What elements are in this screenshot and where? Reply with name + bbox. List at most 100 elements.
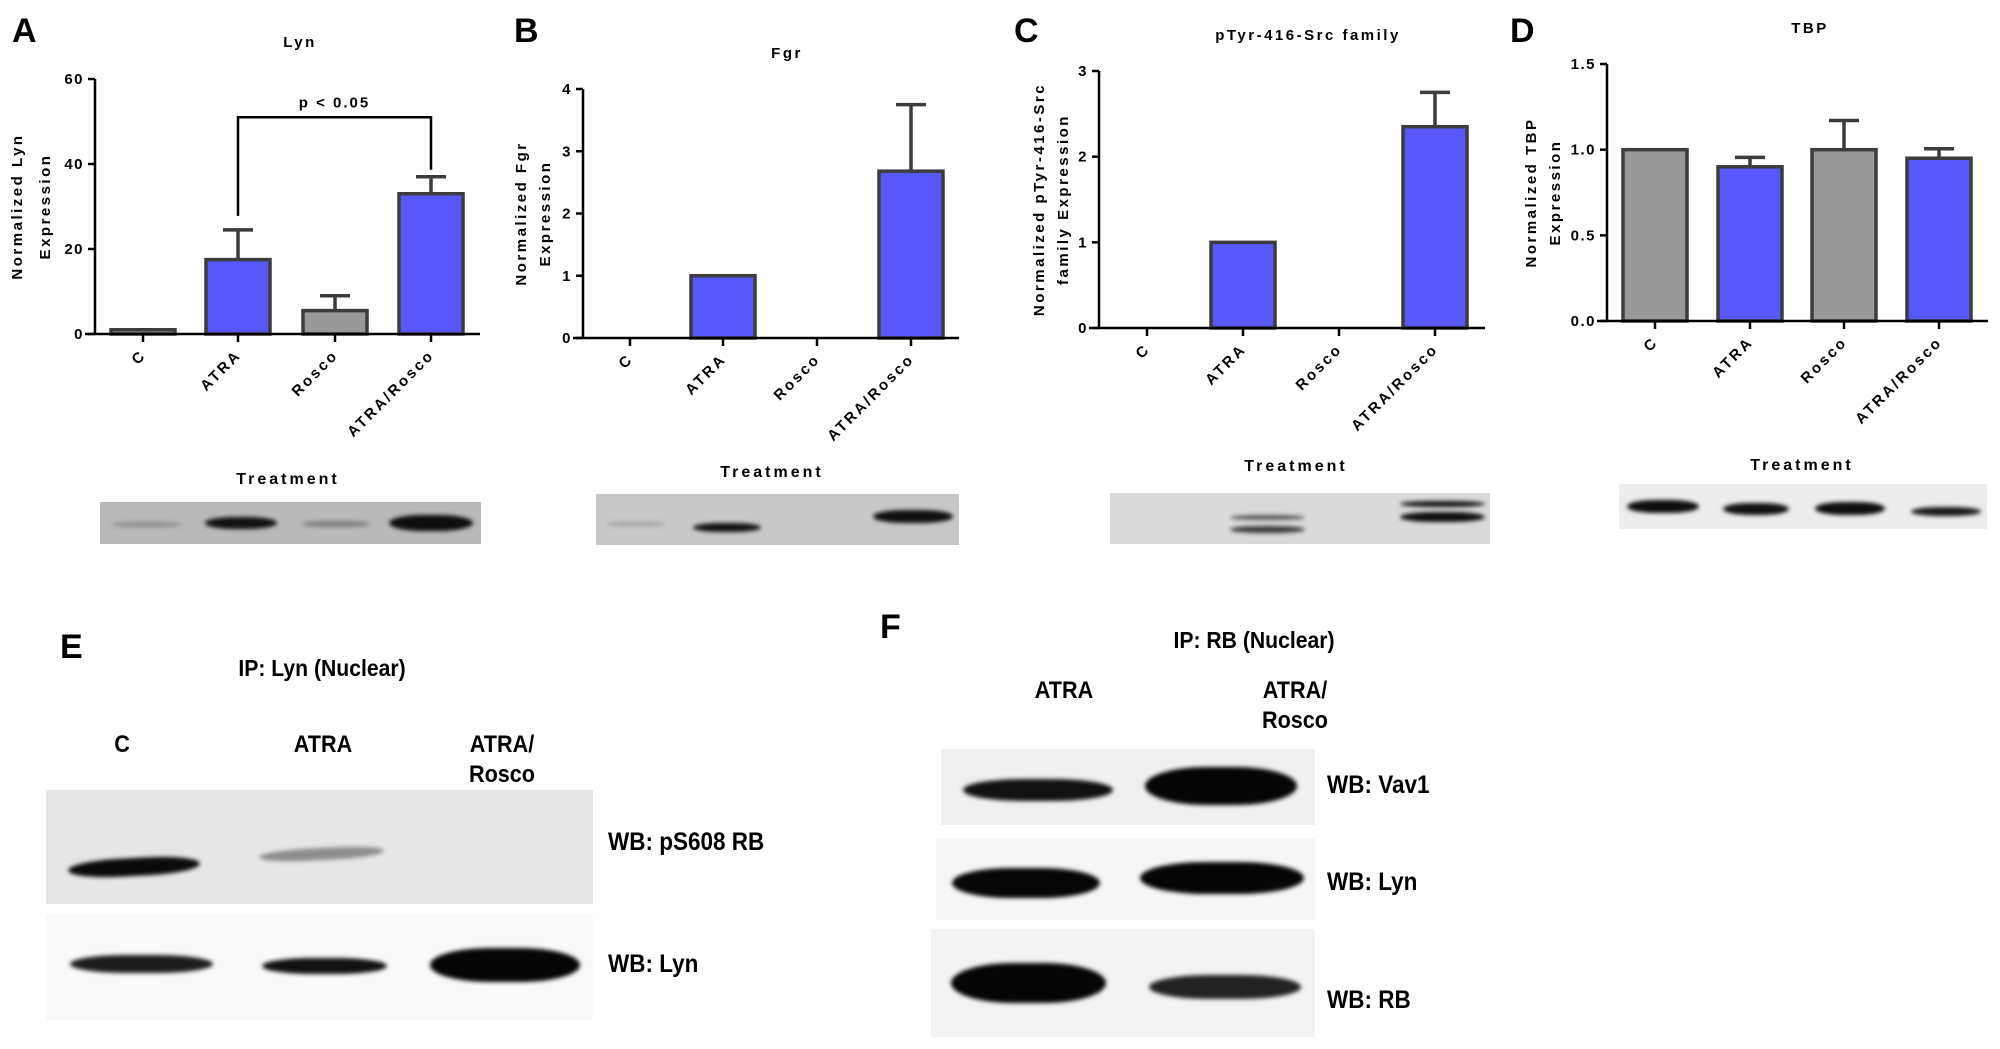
x-tick-label: ATRA/Rosco: [1348, 341, 1442, 435]
y-axis-label: Normalized TBP: [1523, 117, 1540, 267]
x-tick-label: C: [1640, 334, 1661, 355]
x-tick-label: ATRA: [1202, 341, 1250, 389]
panel-f-title: IP: RB (Nuclear): [1173, 627, 1335, 653]
blot-band: [1815, 502, 1885, 515]
blot-band: [1230, 526, 1305, 533]
y-tick-label: 0: [74, 326, 84, 343]
blot-band: [606, 522, 666, 526]
panel-e-lane-label: ATRA/ Rosco: [468, 731, 536, 788]
chart-ptyr416-src: pTyr-416-Src family Normalized pTyr-416-S…: [1031, 27, 1485, 435]
bar: [397, 192, 465, 336]
y-tick-label: 0: [1078, 320, 1088, 337]
bar: [1401, 124, 1469, 330]
blot-band: [1145, 767, 1297, 805]
x-tick-label: C: [615, 351, 636, 372]
x-tick-label: Rosco: [771, 351, 824, 404]
panel-label-d: D: [1510, 12, 1535, 50]
panel-e-wb-label: WB: pS608 RB: [608, 828, 765, 856]
blot-band: [1149, 975, 1301, 999]
blot-band: [70, 955, 213, 973]
bar: [1209, 240, 1277, 330]
panel-f-wb-label: WB: RB: [1327, 986, 1411, 1014]
x-tick-label: ATRA/Rosco: [344, 347, 438, 441]
y-tick-label: 0: [562, 330, 572, 347]
blot-image-ptyr416-src: [1110, 493, 1490, 544]
xlabel-treatment-a: Treatment: [236, 471, 340, 488]
x-tick-label: Rosco: [1293, 341, 1346, 394]
bar: [1810, 147, 1878, 323]
xlabel-treatment-d: Treatment: [1750, 457, 1854, 474]
blot-band: [873, 510, 953, 523]
y-tick-label: 3: [562, 143, 572, 160]
blot-band: [1723, 503, 1789, 515]
chart-fgr: Fgr Normalized Fgr Expression 0 1 2 3 4 C ATRA Ros…: [513, 45, 959, 445]
blot-image-lyn-e: [46, 915, 593, 1020]
blot-band: [389, 515, 473, 531]
bar: [1621, 147, 1689, 323]
x-tick-label: C: [1132, 341, 1153, 362]
y-tick-label: 0.0: [1571, 313, 1596, 330]
x-tick-label: Rosco: [1798, 334, 1851, 387]
x-tick-label: ATRA/Rosco: [1852, 334, 1946, 428]
bar: [204, 257, 272, 336]
blot-band: [1400, 512, 1485, 522]
panel-e-lane-label: ATRA: [293, 731, 353, 758]
significance-label: p < 0.05: [299, 94, 370, 111]
blot-band: [1140, 862, 1304, 894]
panel-label-f: F: [880, 608, 901, 646]
x-tick-label: ATRA: [682, 351, 730, 399]
y-axis-label: Normalized pTyr-416-Src: [1031, 83, 1048, 316]
panel-e-wb-label: WB: Lyn: [608, 950, 699, 978]
blot-image-fgr: [596, 494, 959, 545]
chart-lyn: Lyn Normalized Lyn Expression 0 20 40 60 C ATRA R…: [9, 34, 480, 441]
panel-e-title: IP: Lyn (Nuclear): [238, 655, 406, 681]
y-axis-label: Expression: [537, 161, 554, 267]
blot-image-tbp: [1619, 484, 1987, 529]
chart-title: Fgr: [771, 45, 803, 62]
panel-label-c: C: [1014, 12, 1039, 50]
blot-band: [262, 958, 387, 974]
panel-label-e: E: [60, 628, 83, 666]
x-tick-label: Rosco: [289, 347, 342, 400]
x-tick-label: ATRA: [197, 347, 245, 395]
y-tick-label: 1: [562, 268, 572, 285]
blot-band: [693, 523, 761, 532]
blot-band: [1230, 515, 1305, 520]
blot-band: [302, 521, 370, 527]
y-tick-label: 60: [64, 71, 84, 88]
bar: [1905, 156, 1973, 323]
y-axis-label: Normalized Fgr: [513, 141, 530, 285]
blot-image-lyn-f: [936, 838, 1315, 920]
y-axis-label: Expression: [1547, 140, 1564, 246]
bar: [1716, 165, 1784, 323]
y-tick-label: 1: [1078, 234, 1088, 251]
y-axis-label: family Expression: [1055, 114, 1072, 285]
xlabel-treatment-b: Treatment: [720, 464, 824, 481]
y-tick-label: 3: [1078, 63, 1088, 80]
blot-image-pS608-rb: [46, 790, 593, 904]
y-tick-label: 1.5: [1571, 56, 1596, 73]
y-tick-label: 2: [562, 206, 572, 223]
x-tick-label: C: [128, 347, 149, 368]
bar: [877, 169, 945, 340]
bar: [301, 308, 369, 336]
chart-title: Lyn: [283, 34, 317, 51]
y-axis-label: Expression: [37, 154, 54, 260]
xlabel-treatment-c: Treatment: [1244, 458, 1348, 475]
y-tick-label: 20: [64, 241, 84, 258]
y-tick-label: 2: [1078, 149, 1088, 166]
bar: [689, 274, 757, 340]
chart-tbp: TBP Normalized TBP Expression 0.0 0.5 1.0 1.5 C…: [1523, 20, 1988, 428]
panel-f-wb-label: WB: Vav1: [1327, 771, 1430, 799]
blot-band: [205, 517, 277, 529]
panel-label-b: B: [514, 12, 539, 50]
y-tick-label: 40: [64, 156, 84, 173]
blot-image-lyn: [100, 502, 481, 544]
blot-band: [258, 844, 385, 864]
blot-band: [963, 779, 1113, 801]
significance-bracket: [236, 116, 433, 216]
chart-title: pTyr-416-Src family: [1215, 27, 1401, 44]
blot-band: [1627, 500, 1699, 513]
blot-band: [1400, 501, 1485, 507]
